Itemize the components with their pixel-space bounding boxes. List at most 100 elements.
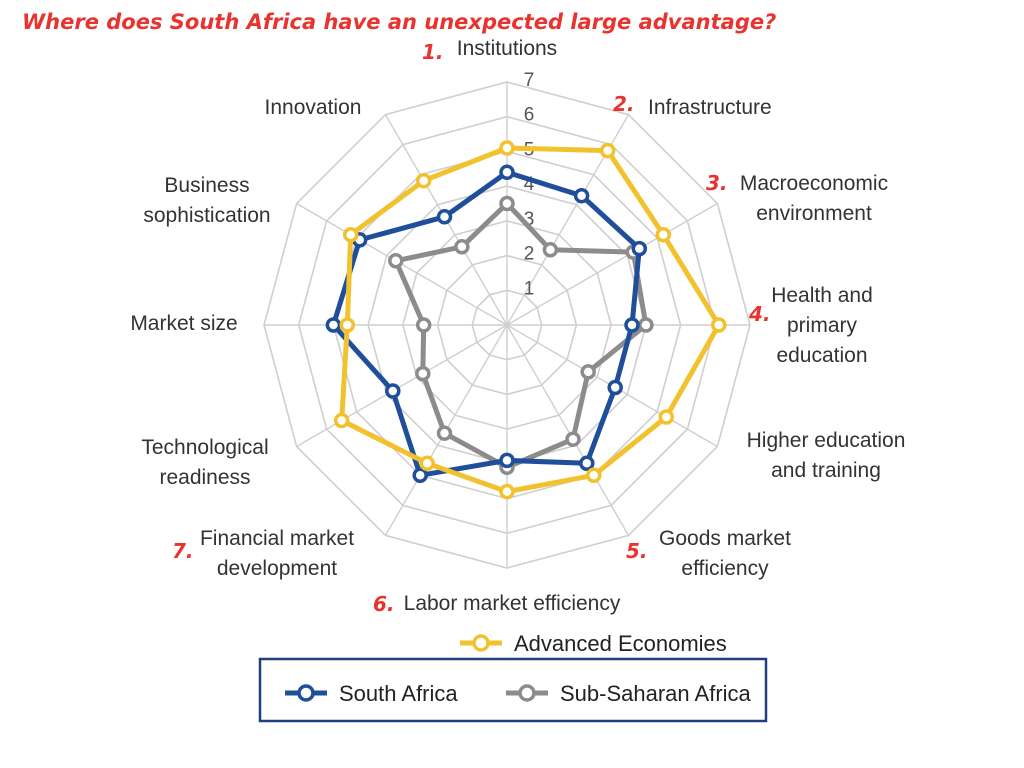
- data-point-advanced-economies: [333, 412, 350, 429]
- series-line-south-africa: [330, 169, 642, 478]
- data-point-advanced-economies: [419, 455, 435, 472]
- tick-label: 3: [524, 209, 535, 230]
- series-advanced-economies: [333, 140, 727, 500]
- axis-label-line: Macroeconomic: [740, 172, 888, 195]
- axis-label-line: education: [776, 344, 867, 367]
- data-point-south-africa: [624, 317, 640, 333]
- annotation-number: 7.: [172, 539, 194, 563]
- data-point-advanced-economies: [658, 409, 675, 425]
- axis-label-line: Labor market efficiency: [404, 592, 621, 615]
- axis-label-line: efficiency: [681, 557, 769, 580]
- axis-label-line: Market size: [130, 312, 237, 335]
- annotation-number: 6.: [373, 592, 395, 616]
- grid-spoke: [506, 324, 630, 536]
- axis-label-line: Financial market: [200, 527, 354, 550]
- axis-label-line: development: [217, 557, 337, 580]
- data-point-sub-saharan-africa: [388, 253, 404, 269]
- series-south-africa: [325, 164, 648, 484]
- axis-label-line: environment: [756, 202, 872, 225]
- legend-swatch-marker: [297, 684, 315, 702]
- tick-label: 2: [524, 244, 535, 265]
- axis-label-line: and training: [771, 459, 881, 482]
- tick-label: 4: [524, 174, 535, 195]
- tick-label: 1: [524, 278, 535, 299]
- data-point-sub-saharan-africa: [580, 364, 596, 380]
- data-point-advanced-economies: [599, 142, 616, 159]
- axis-label-line: Technological: [141, 436, 268, 459]
- legend-label: South Africa: [339, 681, 458, 706]
- data-point-advanced-economies: [339, 317, 356, 333]
- axis-label-business-sophistication: Business sophistication: [143, 174, 270, 227]
- axis-label-line: Health and: [771, 284, 873, 307]
- numbered-annotations: 1. 2. 3. 4. 5. 6. 7.: [172, 40, 771, 616]
- axis-label-goods-market-efficiency: Goods market efficiency: [659, 527, 791, 580]
- legend-swatch-marker: [472, 634, 490, 652]
- axis-label-labor-market-efficiency: Labor market efficiency: [404, 592, 621, 615]
- axis-label-macroeconomic-environment: Macroeconomic environment: [740, 172, 888, 225]
- axis-label-line: Innovation: [265, 96, 362, 119]
- axis-label-institutions: Institutions: [457, 37, 557, 60]
- data-point-south-africa: [499, 164, 515, 181]
- axis-label-technological-readiness: Technological readiness: [141, 436, 268, 489]
- axis-label-higher-education-and-training: Higher education and training: [747, 429, 906, 482]
- axis-label-line: Institutions: [457, 37, 557, 60]
- data-point-south-africa: [412, 467, 428, 484]
- annotation-number: 1.: [422, 40, 444, 64]
- axis-label-line: Higher education: [747, 429, 906, 452]
- data-point-advanced-economies: [499, 140, 515, 156]
- legend: Advanced Economies South Africa Sub-Sahara…: [258, 631, 768, 723]
- legend-swatch-marker: [518, 684, 536, 702]
- axis-label-innovation: Innovation: [265, 96, 362, 119]
- axis-label-line: readiness: [159, 466, 250, 489]
- data-point-south-africa: [385, 383, 401, 399]
- data-point-sub-saharan-africa: [638, 317, 654, 333]
- data-point-south-africa: [631, 240, 648, 257]
- series-layer: [325, 140, 727, 500]
- annotation-number: 3.: [706, 171, 728, 195]
- data-point-advanced-economies: [586, 467, 602, 484]
- tick-label: 7: [524, 70, 535, 91]
- axis-label-line: Goods market: [659, 527, 791, 550]
- data-point-south-africa: [499, 452, 515, 469]
- chart-question-title: Where does South Africa have an unexpect…: [22, 10, 777, 34]
- legend-box: [258, 657, 768, 723]
- series-line-advanced-economies: [339, 145, 722, 495]
- data-point-sub-saharan-africa: [436, 425, 453, 441]
- data-point-sub-saharan-africa: [565, 431, 581, 447]
- axis-label-line: primary: [787, 314, 858, 337]
- axis-label-market-size: Market size: [130, 312, 237, 335]
- axis-label-infrastructure: Infrastructure: [648, 96, 772, 119]
- legend-label: Advanced Economies: [514, 631, 727, 656]
- data-point-south-africa: [607, 379, 623, 396]
- legend-label: Sub-Saharan Africa: [560, 681, 752, 706]
- tick-label: 6: [524, 105, 535, 126]
- axis-labels: Institutions Infrastructure Macroeconomic e…: [130, 37, 905, 615]
- data-point-sub-saharan-africa: [415, 317, 432, 333]
- axis-label-line: Business: [164, 174, 249, 197]
- legend-item-south-africa: South Africa: [285, 681, 458, 706]
- series-sub-saharan-africa: [388, 195, 654, 476]
- data-point-advanced-economies: [711, 317, 727, 333]
- grid-spoke: [296, 324, 508, 448]
- data-point-south-africa: [579, 455, 595, 472]
- grid-spoke: [506, 202, 718, 326]
- axis-label-health-and-primary-education: Health and primary education: [771, 284, 873, 367]
- legend-item-advanced-economies: Advanced Economies: [460, 631, 727, 656]
- annotation-number: 2.: [613, 92, 635, 116]
- data-point-sub-saharan-africa: [499, 195, 515, 212]
- data-point-advanced-economies: [499, 483, 515, 500]
- data-point-south-africa: [436, 209, 453, 225]
- data-point-sub-saharan-africa: [454, 239, 470, 255]
- annotation-number: 5.: [626, 539, 648, 563]
- data-point-advanced-economies: [342, 226, 359, 243]
- data-point-advanced-economies: [655, 226, 672, 243]
- axis-label-line: Infrastructure: [648, 96, 772, 119]
- data-point-advanced-economies: [415, 172, 432, 189]
- data-point-south-africa: [573, 187, 590, 204]
- data-point-south-africa: [325, 317, 342, 333]
- axis-label-financial-market-development: Financial market development: [200, 527, 354, 580]
- axis-label-line: sophistication: [143, 204, 270, 227]
- data-point-sub-saharan-africa: [542, 242, 559, 258]
